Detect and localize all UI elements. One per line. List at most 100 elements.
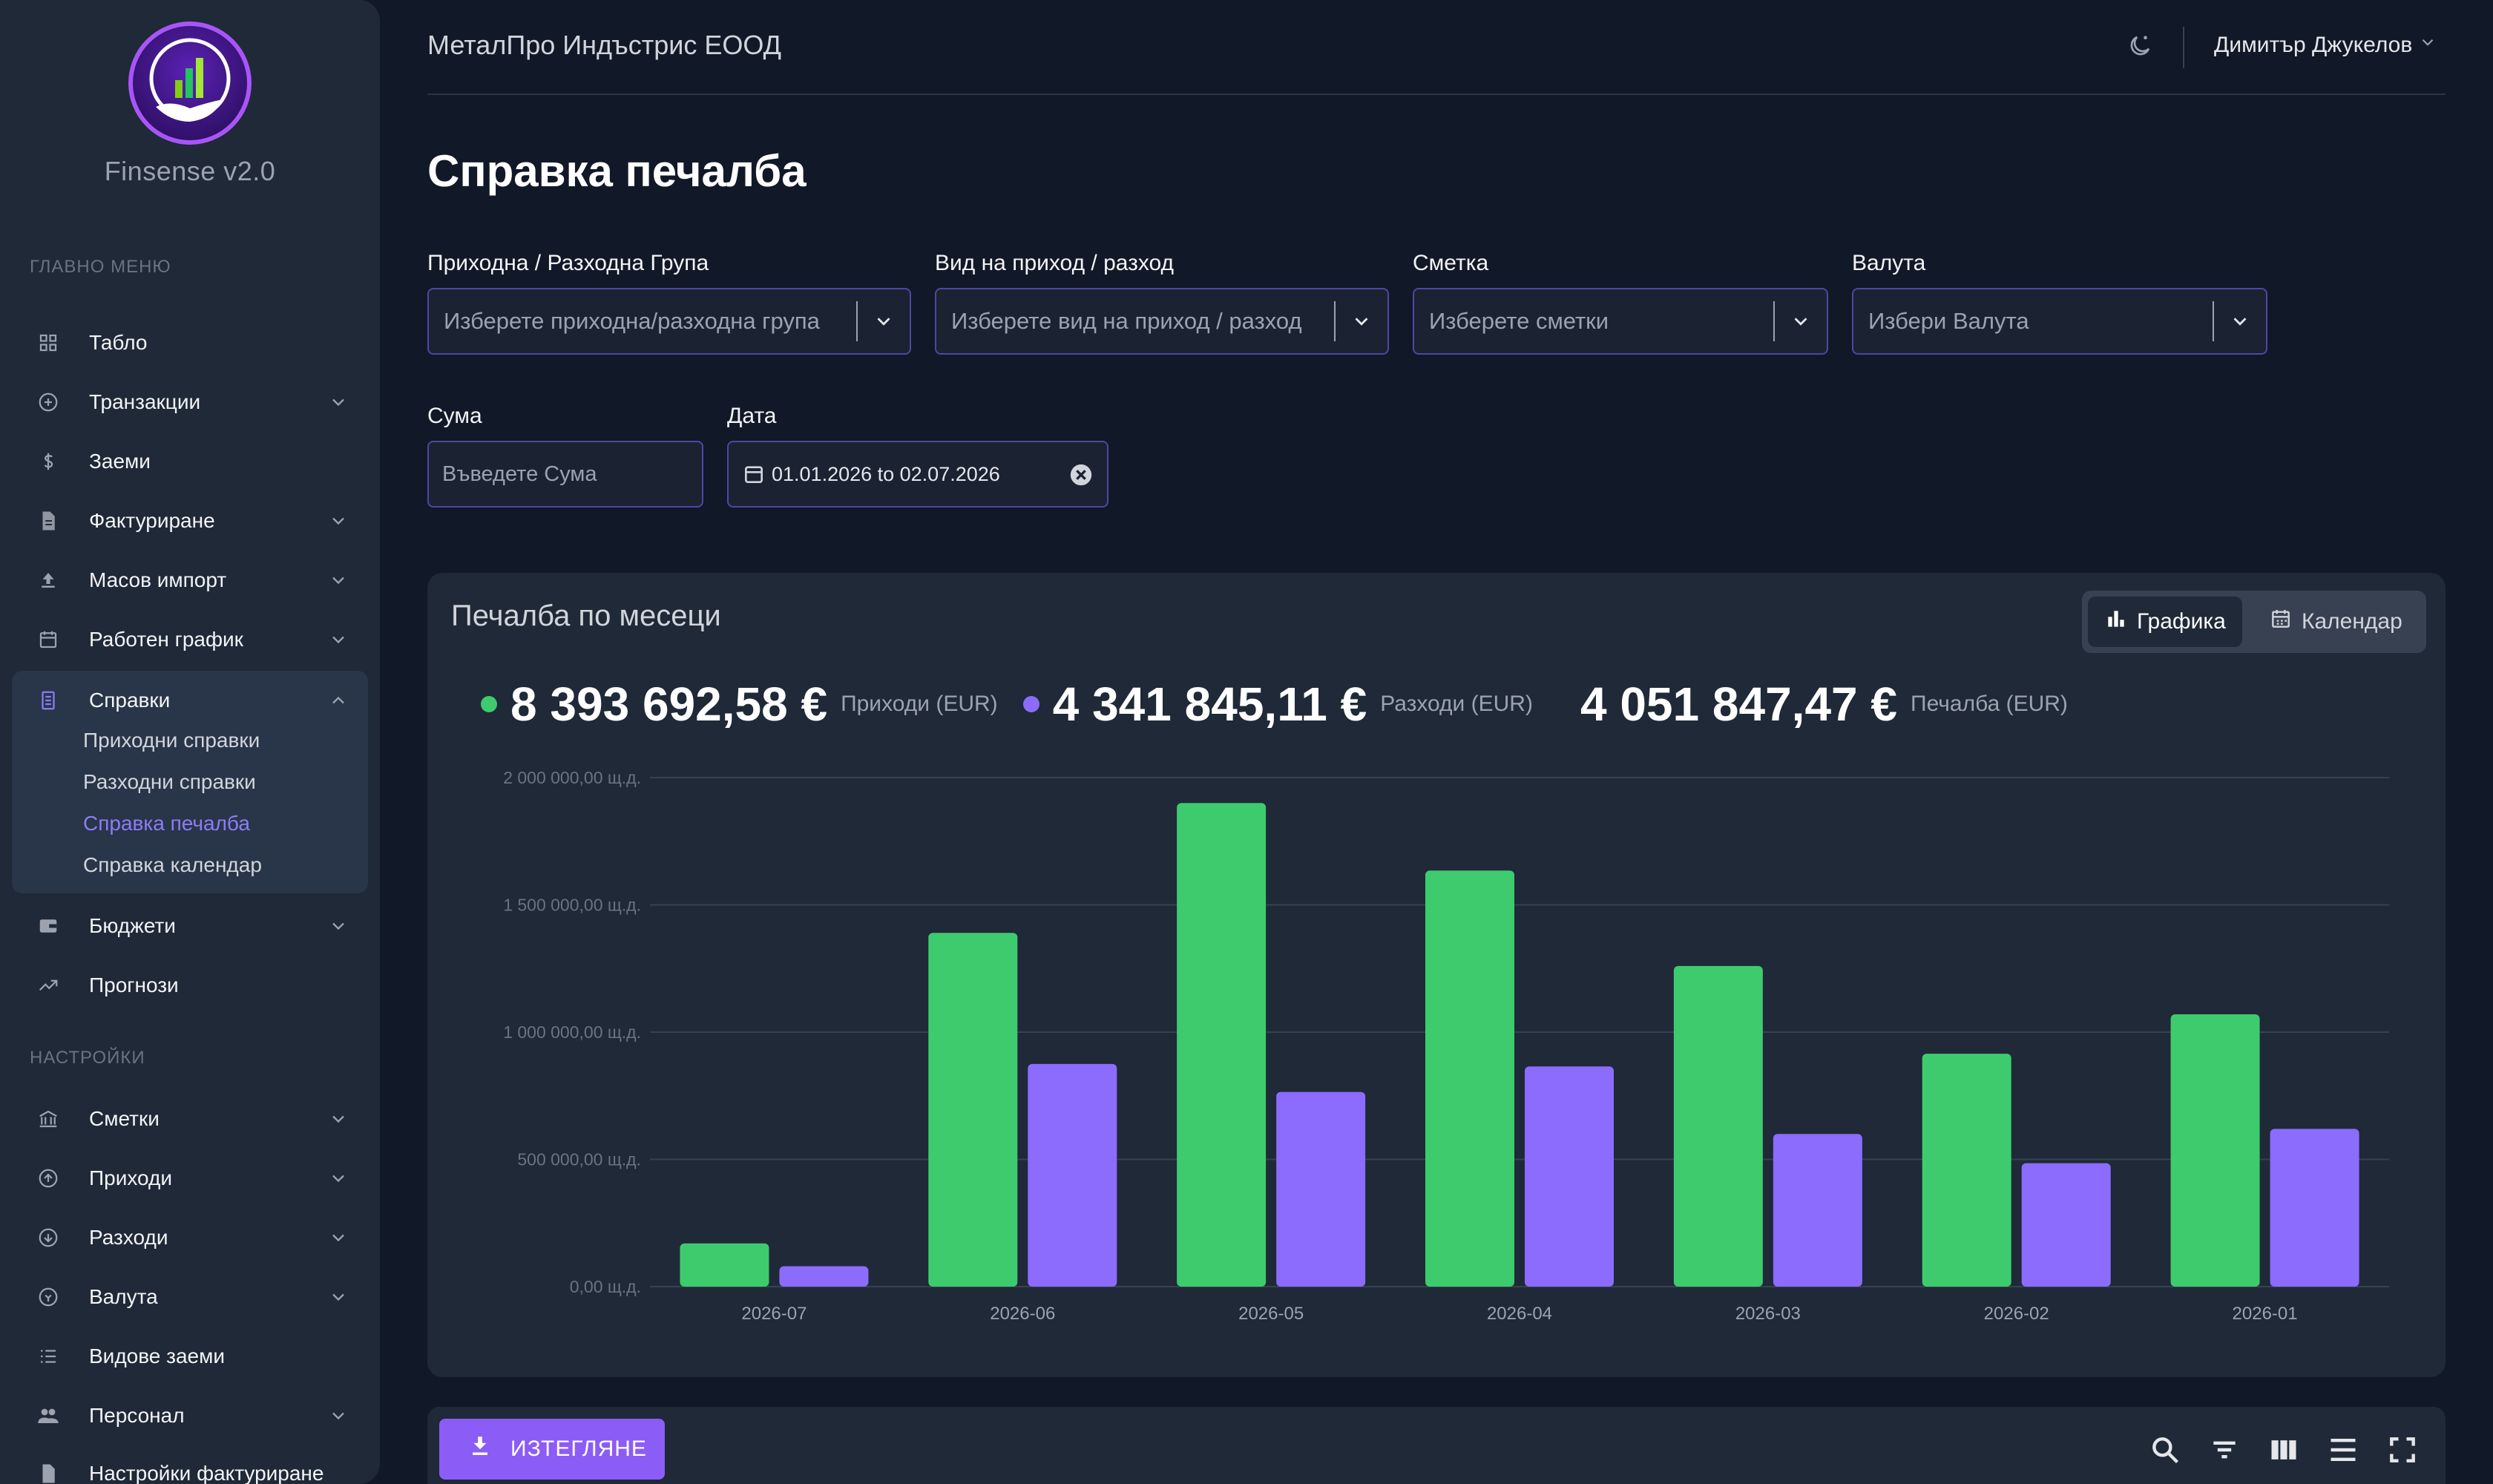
chevron-down-icon [328, 392, 349, 413]
profit-chart-card: Печалба по месеци Графика Календар 8 393… [427, 573, 2446, 1377]
sidebar-item-forecasts[interactable]: Прогнози [30, 963, 356, 1008]
sidebar-item-label: Видове заеми [89, 1345, 226, 1368]
sidebar-item-budgets[interactable]: Бюджети [30, 904, 356, 948]
chevron-down-icon[interactable] [858, 310, 910, 332]
bar-income[interactable] [1673, 965, 1763, 1287]
amount-input[interactable]: Въведете Сума [427, 441, 703, 508]
header-divider-line [427, 93, 2446, 95]
currency-select[interactable]: Избери Валута [1852, 288, 2267, 355]
user-menu[interactable]: Димитър Джукелов [2214, 33, 2437, 58]
select-separator [2213, 301, 2214, 341]
bar-income[interactable] [680, 1243, 769, 1287]
company-name: МеталПро Индъстрис ЕООД [427, 30, 781, 60]
chart-view-button[interactable]: Графика [2088, 597, 2242, 647]
sidebar-item-expenses[interactable]: Разходи [30, 1215, 356, 1260]
chevron-down-icon [328, 1109, 349, 1129]
bar-expense[interactable] [1028, 1063, 1117, 1287]
sidebar-item-dashboard[interactable]: Табло [30, 321, 356, 365]
bar-expense[interactable] [2021, 1163, 2111, 1287]
bar-expense[interactable] [779, 1266, 869, 1287]
account-filter-label: Сметка [1413, 251, 1489, 275]
account-select[interactable]: Изберете сметки [1413, 288, 1828, 355]
sidebar-item-label: Табло [89, 331, 148, 354]
sidebar-item-label: Масов импорт [89, 568, 227, 591]
bar-expense[interactable] [2270, 1129, 2359, 1287]
sidebar-item-accounts[interactable]: Сметки [30, 1097, 356, 1141]
card-title: Печалба по месеци [451, 600, 721, 632]
income-total: 8 393 692,58 € [510, 677, 828, 731]
sidebar-subitem-profit-report[interactable]: Справка печалба [83, 812, 250, 835]
bar-income[interactable] [1177, 803, 1267, 1287]
sidebar-item-staff[interactable]: Персонал [30, 1393, 356, 1438]
sidebar-item-label: Валута [89, 1285, 158, 1308]
sidebar-subitem-calendar-report[interactable]: Справка календар [83, 853, 262, 876]
chevron-down-icon [328, 1405, 349, 1426]
sidebar-item-invoicing[interactable]: Фактуриране [30, 499, 356, 543]
totals-row: 8 393 692,58 € Приходи (EUR) 4 341 845,1… [481, 677, 2093, 732]
trend-icon [36, 973, 61, 998]
sidebar-item-loans[interactable]: Заеми [30, 439, 356, 484]
chevron-down-icon[interactable] [2214, 310, 2266, 332]
sidebar-item-schedule[interactable]: Работен график [30, 617, 356, 662]
export-label: ИЗТЕГЛЯНЕ [510, 1437, 647, 1461]
bar-income[interactable] [928, 933, 1018, 1287]
finsense-logo[interactable] [126, 19, 254, 147]
columns-icon[interactable] [2267, 1434, 2300, 1466]
chevron-down-icon[interactable] [1336, 310, 1387, 332]
sidebar-item-income[interactable]: Приходи [30, 1156, 356, 1201]
chevron-down-icon[interactable] [1775, 310, 1827, 332]
people-icon [36, 1403, 61, 1428]
chevron-down-icon [2418, 33, 2437, 58]
filter-icon[interactable] [2208, 1434, 2241, 1466]
bank-icon [36, 1106, 61, 1132]
moon-icon[interactable] [2126, 33, 2153, 59]
upload-icon [36, 568, 61, 593]
plus-circle-icon [36, 390, 61, 415]
view-toggle: Графика Календар [2082, 591, 2426, 653]
fullscreen-icon[interactable] [2386, 1434, 2419, 1466]
amount-filter-label: Сума [427, 404, 482, 428]
sidebar-item-label: Приходи [89, 1166, 172, 1189]
header-divider [2183, 27, 2184, 68]
sidebar-item-currency[interactable]: Валута [30, 1275, 356, 1319]
type-select-placeholder: Изберете вид на приход / разход [951, 308, 1302, 334]
group-select[interactable]: Изберете приходна/разходна група [427, 288, 911, 355]
bar-income[interactable] [1922, 1054, 2011, 1287]
x-tick-label: 2026-05 [1238, 1304, 1304, 1324]
arrow-down-circle-icon [36, 1225, 61, 1250]
select-separator [1773, 301, 1775, 341]
sidebar-subitem-expense-reports[interactable]: Разходни справки [83, 770, 256, 793]
density-icon[interactable] [2327, 1434, 2359, 1466]
profit-total-label: Печалба (EUR) [1911, 692, 2068, 716]
brand-name: Finsense v2.0 [104, 156, 276, 186]
sidebar-item-transactions[interactable]: Транзакции [30, 380, 356, 424]
sidebar-item-label: Прогнози [89, 974, 179, 997]
export-button[interactable]: ИЗТЕГЛЯНЕ [439, 1419, 665, 1480]
group-select-placeholder: Изберете приходна/разходна група [444, 308, 820, 334]
bar-expense[interactable] [1276, 1091, 1366, 1287]
chevron-down-icon [328, 1287, 349, 1307]
sidebar-item-label: Разходи [89, 1226, 168, 1249]
calendar-view-button[interactable]: Календар [2253, 597, 2419, 647]
income-legend-dot [481, 696, 497, 712]
bar-expense[interactable] [1525, 1066, 1614, 1287]
sidebar-item-bulk-import[interactable]: Масов импорт [30, 558, 356, 603]
bar-income[interactable] [2170, 1014, 2260, 1287]
date-range-value: 01.01.2026 to 02.07.2026 [772, 462, 1000, 485]
sidebar-subitem-income-reports[interactable]: Приходни справки [83, 729, 260, 752]
date-filter-label: Дата [727, 404, 777, 428]
clear-icon[interactable] [1068, 462, 1094, 487]
sidebar-item-invoice-settings[interactable]: Настройки фактуриране [30, 1451, 356, 1484]
chevron-down-icon [328, 629, 349, 650]
sidebar-item-loan-types[interactable]: Видове заеми [30, 1334, 356, 1379]
search-icon[interactable] [2149, 1434, 2181, 1466]
bar-income[interactable] [1425, 870, 1514, 1287]
sidebar-item-label: Бюджети [89, 914, 176, 937]
select-separator [1334, 301, 1336, 341]
date-range-input[interactable]: 01.01.2026 to 02.07.2026 [727, 441, 1108, 508]
expense-total: 4 341 845,11 € [1052, 677, 1367, 731]
x-tick-label: 2026-07 [741, 1304, 807, 1324]
bar-expense[interactable] [1773, 1134, 1862, 1287]
type-select[interactable]: Изберете вид на приход / разход [935, 288, 1389, 355]
sidebar-item-reports[interactable]: Справки [30, 678, 356, 723]
